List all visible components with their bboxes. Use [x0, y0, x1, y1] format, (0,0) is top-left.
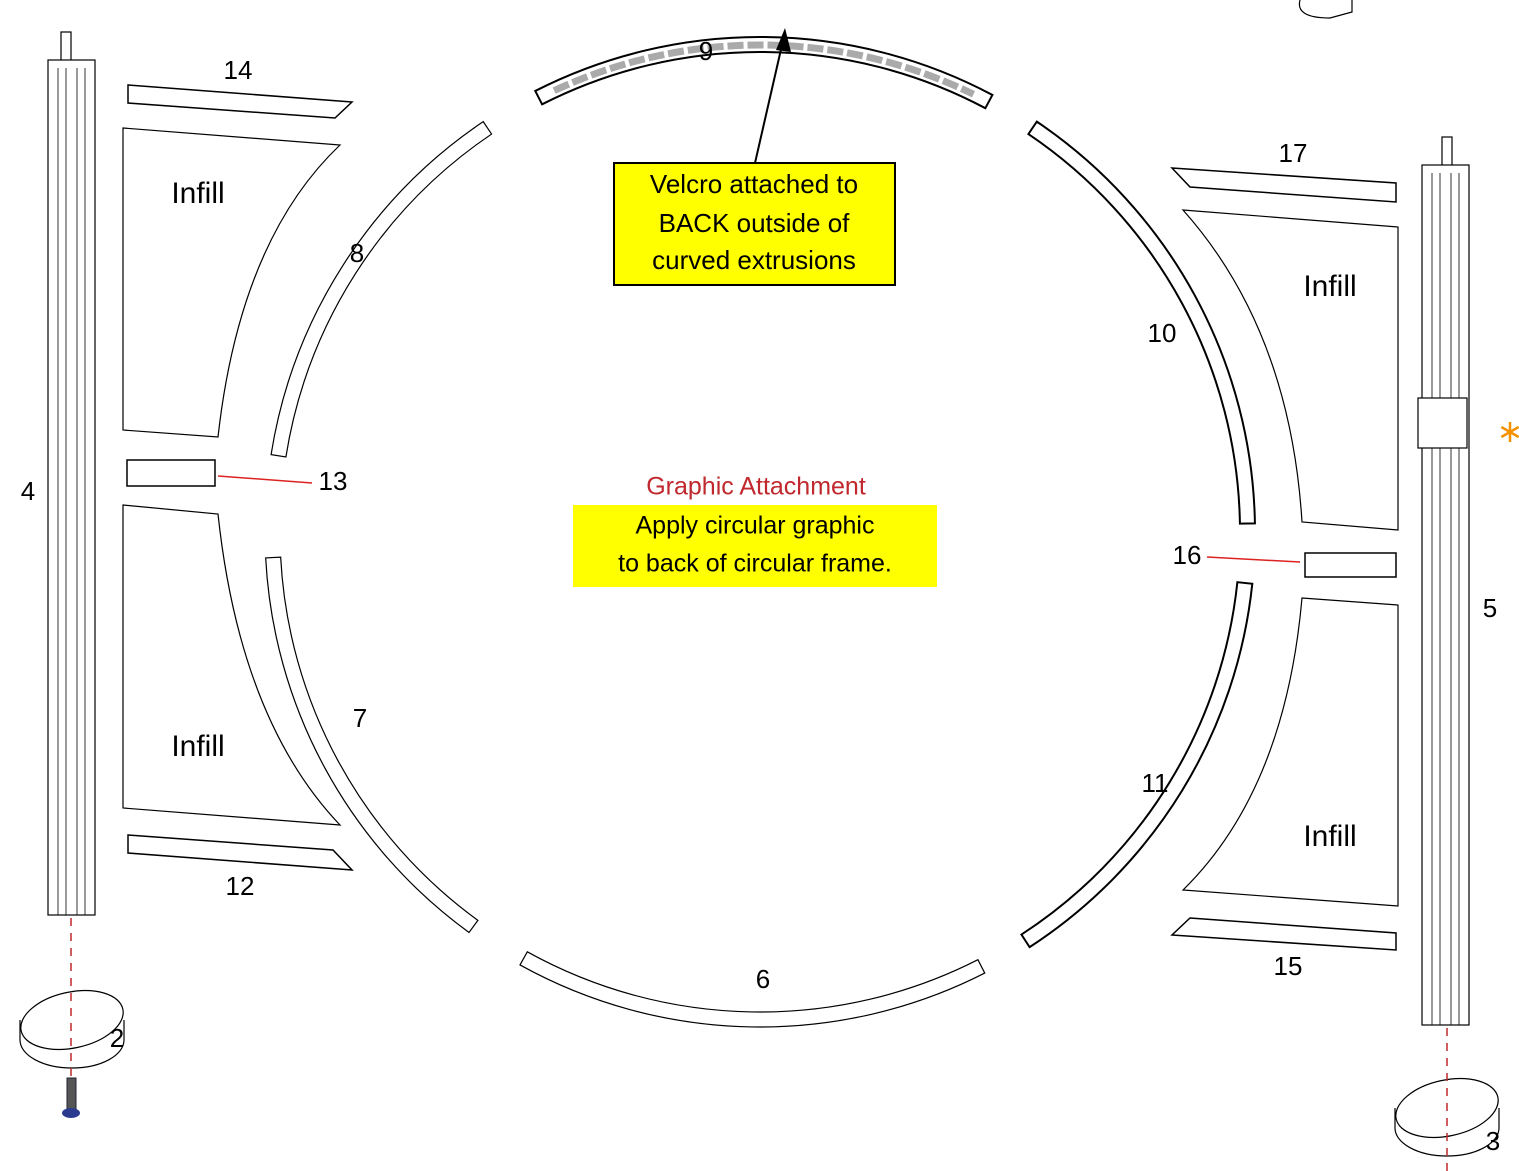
- screw: [67, 1078, 76, 1112]
- part-number: 16: [1173, 540, 1202, 570]
- post-pin: [61, 32, 71, 62]
- page: Velcro attached to BACK outside of curved …: [0, 0, 1519, 1171]
- part-number: 7: [353, 703, 367, 733]
- part-number: 9: [699, 36, 713, 66]
- curved-extrusion-bottom: [520, 952, 985, 1027]
- part-number: 11: [1142, 768, 1169, 798]
- connector-block: [127, 460, 215, 486]
- part-number: 12: [226, 871, 255, 901]
- straight-extrusion: [1172, 918, 1396, 950]
- screw-head: [62, 1108, 80, 1118]
- infill-label: Infill: [171, 730, 224, 763]
- callout-text: BACK outside of: [659, 208, 851, 238]
- straight-extrusion: [128, 835, 352, 870]
- callout-arrow: [755, 45, 782, 163]
- part-number: 2: [110, 1023, 124, 1053]
- infill-label: Infill: [171, 177, 224, 210]
- note-text: to back of circular frame.: [618, 550, 892, 578]
- infill-label: Infill: [1303, 820, 1356, 853]
- connector-block: [1305, 553, 1396, 577]
- part-number: 14: [224, 55, 253, 85]
- part-number: 5: [1483, 593, 1497, 623]
- infill-panel: [123, 505, 340, 825]
- leader-line: [218, 476, 312, 483]
- part-number: 8: [350, 238, 364, 268]
- infill-label: Infill: [1303, 270, 1356, 303]
- part-number: 13: [319, 466, 348, 496]
- curved-extrusion-left-lower: [266, 557, 478, 932]
- upright-post: [48, 60, 95, 915]
- callout-text: Velcro attached to: [650, 169, 858, 199]
- straight-extrusion: [1172, 168, 1396, 202]
- part-number: 6: [756, 964, 770, 994]
- part-number: 4: [21, 476, 35, 506]
- post-clamp: [1418, 398, 1467, 448]
- infill-panel: [1183, 598, 1398, 906]
- upright-post: [1422, 165, 1469, 1025]
- part-number: 17: [1279, 138, 1308, 168]
- base-top-partial: [1299, 0, 1352, 18]
- part-number: 3: [1486, 1126, 1500, 1156]
- post-pin: [1442, 137, 1452, 167]
- infill-panel: [123, 128, 340, 437]
- part-number: 10: [1148, 318, 1177, 348]
- leader-line: [1207, 557, 1300, 562]
- callout-text: curved extrusions: [652, 245, 856, 275]
- part-number: 15: [1274, 951, 1303, 981]
- note-text: Apply circular graphic: [636, 512, 875, 540]
- note-title: Graphic Attachment: [646, 473, 866, 501]
- straight-extrusion: [128, 85, 352, 118]
- assembly-diagram: Velcro attached to BACK outside of curved …: [0, 0, 1519, 1171]
